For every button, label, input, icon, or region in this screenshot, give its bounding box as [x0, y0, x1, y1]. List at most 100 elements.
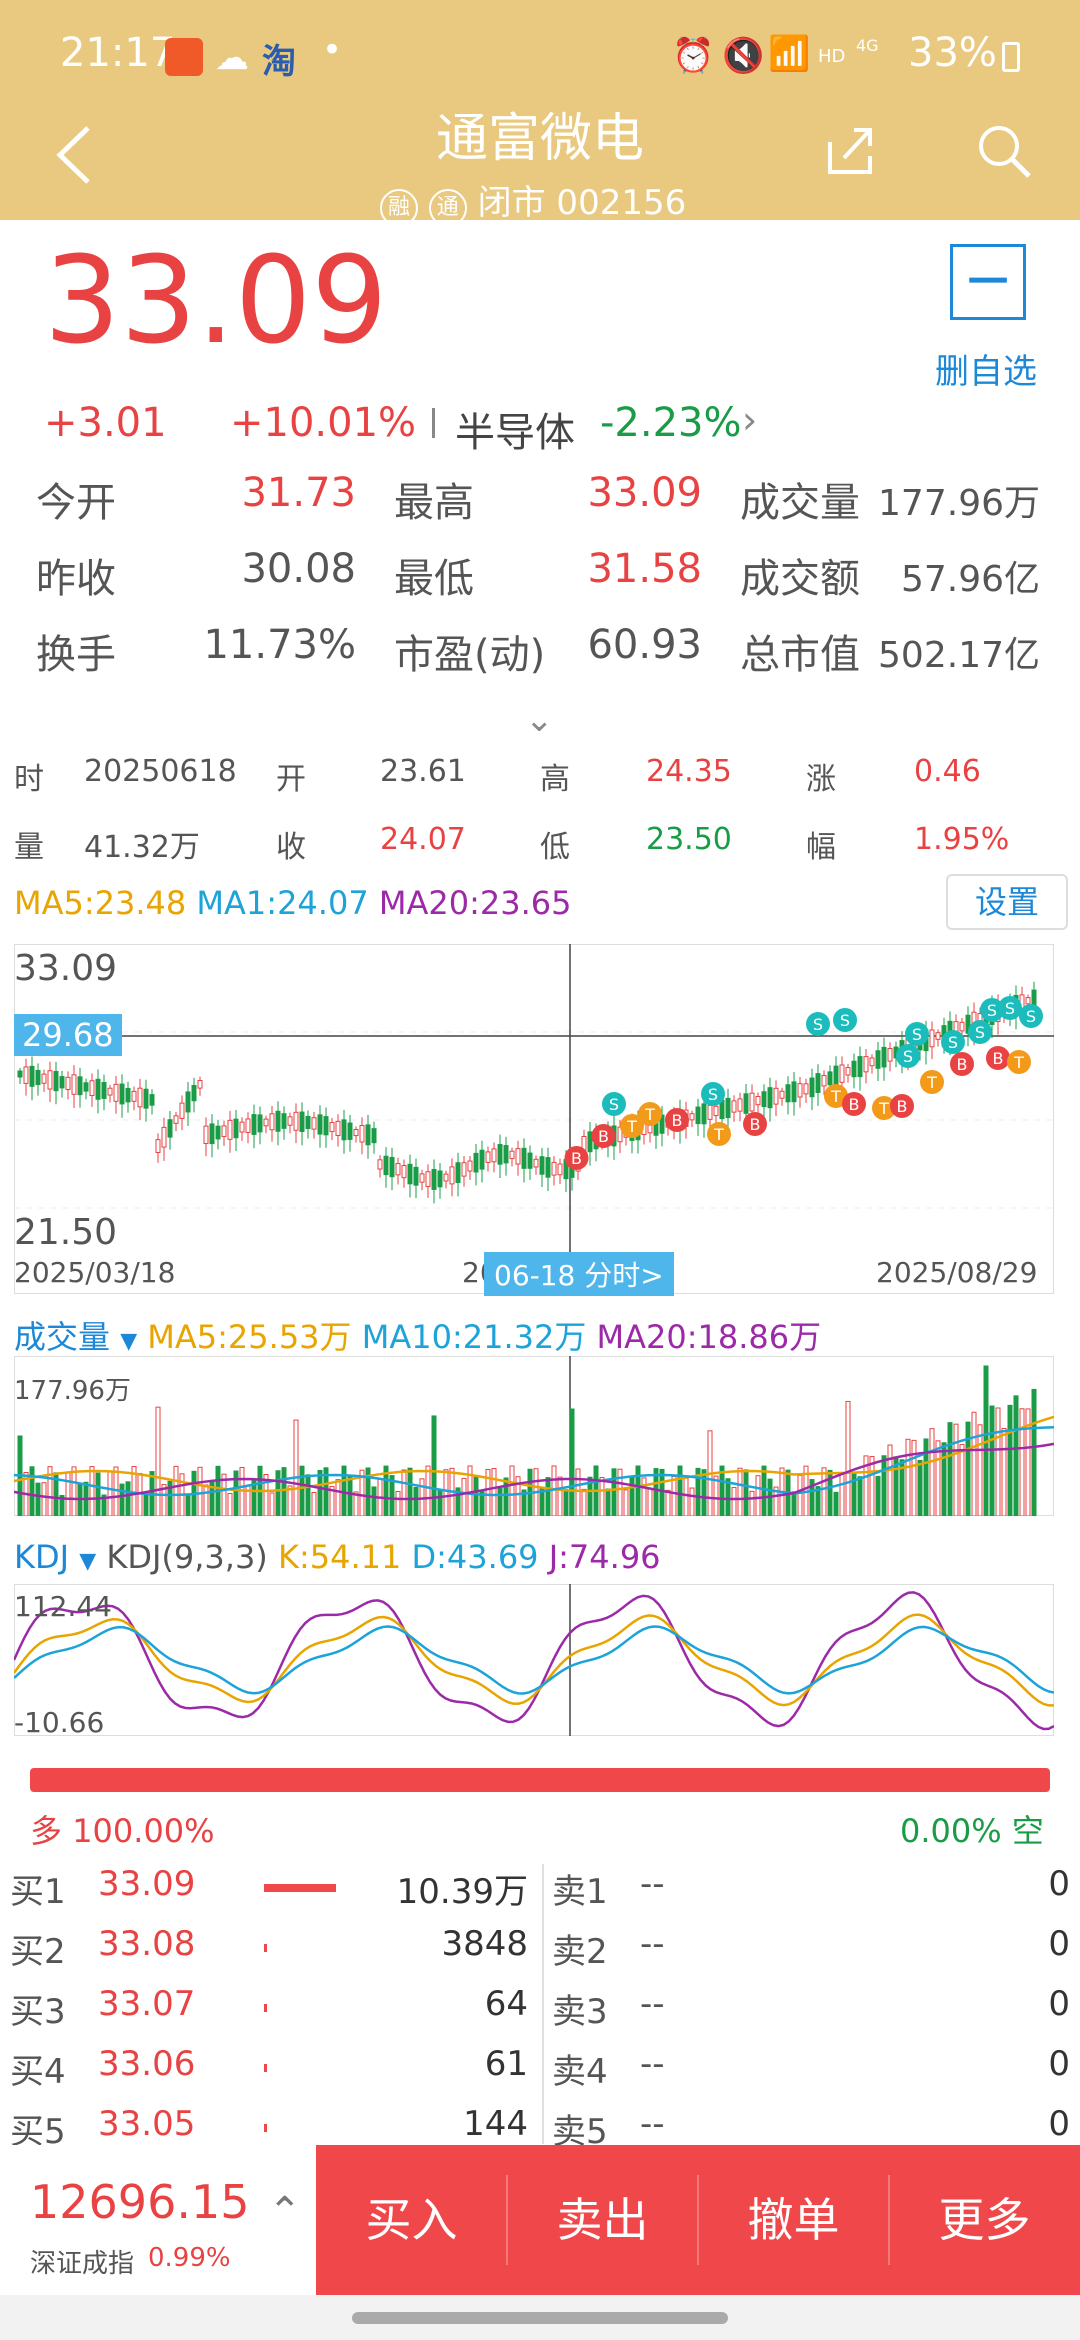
settings-button[interactable]: 设置 [946, 874, 1068, 930]
stat-label: 最高 [394, 480, 474, 526]
kdj-title[interactable]: KDJ [14, 1538, 70, 1576]
ask-price[interactable]: -- [640, 2104, 665, 2144]
kline-low-label: 21.50 [14, 1212, 118, 1253]
ask-price[interactable]: -- [640, 1864, 665, 1904]
vol-ma5: MA5:25.53万 [147, 1318, 352, 1356]
volume-bar [827, 1469, 833, 1516]
candle-body [179, 1102, 185, 1119]
day-key: 低 [540, 830, 570, 865]
volume-bar [641, 1477, 647, 1516]
volume-bar [497, 1487, 503, 1516]
volume-bar [299, 1465, 305, 1516]
ask-price[interactable]: -- [640, 1984, 665, 2024]
day-value: 23.61 [380, 754, 466, 789]
volume-ma-line [14, 1426, 1054, 1497]
volume-ma-line [14, 1442, 1054, 1501]
volume-bar [359, 1469, 365, 1516]
candle-body [101, 1082, 107, 1099]
bid-price[interactable]: 33.05 [98, 2104, 196, 2144]
candle-body [23, 1066, 29, 1084]
day-key: 时 [14, 762, 44, 797]
bid-price[interactable]: 33.09 [98, 1864, 196, 1904]
cancel-order-button[interactable]: 撤单 [747, 2193, 840, 2247]
share-icon[interactable] [820, 120, 880, 180]
candle-body [317, 1114, 323, 1135]
candle-body [389, 1156, 395, 1178]
candle-body [491, 1148, 497, 1163]
kdj-chart[interactable] [14, 1584, 1054, 1736]
intraday-link[interactable]: 06-18 分时> [484, 1252, 674, 1296]
bid-volume: 10.39万 [396, 1872, 528, 1912]
sell-button[interactable]: 卖出 [556, 2193, 649, 2247]
bid-price[interactable]: 33.08 [98, 1924, 196, 1964]
stock-name: 通富微电 [435, 109, 644, 169]
svg-text:T: T [1013, 1053, 1024, 1072]
chevron-up-icon[interactable]: ⌃ [268, 2189, 302, 2235]
volume-bar [647, 1488, 653, 1516]
search-icon[interactable] [975, 122, 1035, 182]
volume-bar [713, 1475, 719, 1516]
volume-bar [491, 1468, 497, 1516]
more-button[interactable]: 更多 [938, 2193, 1031, 2247]
volume-bar [545, 1477, 551, 1516]
sector-name[interactable]: 半导体 [455, 410, 575, 456]
kdj-line [14, 1591, 1054, 1731]
candle-body [347, 1122, 353, 1140]
remove-watchlist-label[interactable]: 删自选 [935, 352, 1037, 392]
volume-bar [821, 1467, 827, 1516]
candle-body [965, 1014, 971, 1034]
stat-value: 177.96万 [878, 483, 1040, 524]
short-pct: 0.00% [900, 1812, 1002, 1850]
candle-body [47, 1070, 53, 1090]
volume-bar [677, 1465, 683, 1516]
stat-label: 成交量 [740, 480, 860, 526]
chevron-down-icon[interactable]: ⌄ [525, 700, 554, 740]
trade-signal-marker: S [896, 1044, 920, 1068]
volume-bar [833, 1491, 839, 1516]
volume-title[interactable]: 成交量 [14, 1318, 111, 1356]
volume-bar [425, 1465, 431, 1516]
svg-text:S: S [813, 1015, 823, 1034]
candle-body [743, 1093, 749, 1114]
back-icon[interactable] [50, 120, 100, 190]
volume-bar [611, 1468, 617, 1516]
day-key: 收 [276, 830, 306, 865]
dropdown-icon[interactable]: ▼ [79, 1549, 97, 1574]
svg-text:B: B [897, 1097, 908, 1116]
dropdown-icon[interactable]: ▼ [120, 1329, 138, 1354]
bid-price[interactable]: 33.07 [98, 1984, 196, 2024]
volume-bar [587, 1476, 593, 1516]
ask-price[interactable]: -- [640, 2044, 665, 2084]
volume-bar [473, 1475, 479, 1516]
dot-icon: • [322, 30, 343, 70]
volume-chart[interactable] [14, 1356, 1054, 1516]
volume-bar [659, 1468, 665, 1516]
chevron-right-icon[interactable]: › [742, 398, 758, 442]
volume-bar [203, 1484, 209, 1516]
candle-body [845, 1067, 851, 1076]
candle-body [485, 1151, 491, 1163]
candle-body [533, 1158, 539, 1168]
volume-bar [887, 1444, 893, 1516]
home-indicator[interactable] [352, 2312, 728, 2324]
volume-bar [563, 1488, 569, 1516]
candle-body [701, 1103, 707, 1125]
volume-bar [221, 1473, 227, 1516]
candle-body [239, 1121, 245, 1133]
candle-body [371, 1128, 377, 1144]
ask-price[interactable]: -- [640, 1924, 665, 1964]
bid-volume-bar [264, 2004, 267, 2012]
index-panel[interactable]: 12696.15 深证成指 0.99% ⌃ [0, 2145, 316, 2295]
sector-change[interactable]: -2.23% [600, 400, 742, 446]
cursor-price-tag: 29.68 [14, 1014, 122, 1056]
volume-bar [599, 1476, 605, 1516]
buy-button[interactable]: 买入 [365, 2193, 458, 2247]
bid-price[interactable]: 33.06 [98, 2044, 196, 2084]
candle-body [827, 1071, 833, 1086]
volume-bar [59, 1494, 65, 1516]
remove-watchlist-button[interactable]: − [950, 244, 1026, 320]
candle-body [821, 1074, 827, 1087]
trade-signal-marker: S [941, 1030, 965, 1054]
day-value: 1.95% [914, 822, 1010, 857]
